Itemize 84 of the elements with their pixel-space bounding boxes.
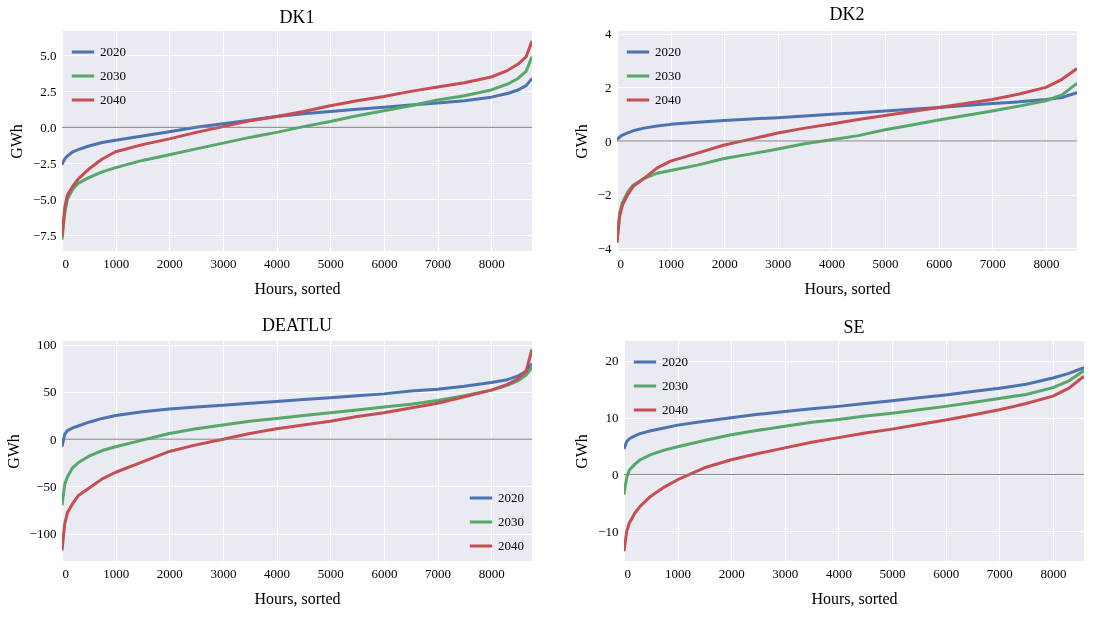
x-tick-label: 6000 [371,565,398,581]
x-tick-label: 7000 [425,565,452,581]
legend-label: 2020 [662,354,688,369]
y-tick-label: 2.5 [40,83,57,99]
x-tick-label: 8000 [478,255,505,271]
y-tick-label: −4 [597,240,612,256]
x-tick-label: 6000 [933,565,960,581]
y-tick-label: 4 [605,26,612,42]
x-tick-label: 7000 [425,255,452,271]
chart-title: DK1 [279,7,315,27]
chart-title: DK2 [829,3,865,24]
y-tick-label: 0 [612,467,619,483]
x-tick-label: 6000 [371,255,398,271]
legend-label: 2030 [655,68,681,83]
line-series [62,348,532,553]
y-tick-label: 100 [37,337,57,353]
y-tick-label: 10 [605,410,619,426]
x-tick-label: 6000 [926,255,953,271]
line-series [624,366,1084,451]
y-tick-label: −2 [597,187,612,203]
chart-title: SE [843,317,865,337]
y-tick-label: −2.5 [32,155,57,171]
x-tick-label: 5000 [317,565,344,581]
x-tick-label: 4000 [818,255,845,271]
x-tick-label: 5000 [317,255,344,271]
y-axis-title: GWh [573,434,591,469]
x-tick-label: 2000 [156,255,183,271]
x-tick-label: 0 [624,565,631,581]
legend-label: 2020 [655,44,681,59]
line-series [624,369,1084,496]
y-tick-label: 0 [605,133,612,149]
x-tick-label: 4000 [264,255,291,271]
x-tick-label: 1000 [103,565,130,581]
x-tick-label: 3000 [765,255,792,271]
x-tick-label: 0 [62,565,69,581]
y-tick-label: −50 [36,478,57,494]
x-tick-label: 8000 [1040,565,1067,581]
x-tick-label: 4000 [264,565,291,581]
y-tick-label: −7.5 [32,227,57,243]
x-axis-title: Hours, sorted [811,589,898,607]
y-tick-label: 0 [50,431,57,447]
x-tick-label: 2000 [156,565,183,581]
x-tick-label: 1000 [665,565,692,581]
y-tick-label: −5.0 [32,191,57,207]
x-tick-label: 8000 [478,565,505,581]
x-axis-title: Hours, sorted [254,279,341,297]
x-tick-label: 7000 [986,565,1013,581]
x-tick-label: 1000 [658,255,685,271]
x-tick-label: 0 [62,255,69,271]
legend-label: 2020 [498,490,524,505]
x-tick-label: 7000 [979,255,1006,271]
y-tick-label: 5.0 [40,47,57,63]
y-tick-label: 20 [605,353,619,369]
x-tick-label: 5000 [879,565,906,581]
legend-label: 2030 [498,514,524,529]
x-axis-title: Hours, sorted [804,279,891,297]
x-tick-label: 4000 [825,565,852,581]
legend-label: 2030 [662,378,688,393]
y-axis-title: GWh [4,434,22,469]
line-series [624,374,1084,553]
x-tick-label: 3000 [210,255,237,271]
x-tick-label: 3000 [210,565,237,581]
x-tick-label: 5000 [872,255,899,271]
legend-label: 2040 [655,92,681,107]
y-tick-label: −100 [29,526,57,542]
x-tick-label: 2000 [711,255,738,271]
legend-label: 2020 [100,44,126,59]
x-tick-label: 3000 [772,565,799,581]
y-tick-label: −10 [598,523,619,539]
y-tick-label: 50 [43,384,57,400]
y-tick-label: 0.0 [40,119,57,135]
legend-label: 2040 [662,402,688,417]
legend-label: 2040 [498,538,524,553]
x-tick-label: 2000 [718,565,745,581]
legend-label: 2030 [100,68,126,83]
y-axis-title: GWh [7,124,25,159]
chart-title: DEATLU [262,314,332,335]
line-series [62,362,532,449]
y-tick-label: 2 [605,79,612,95]
x-tick-label: 1000 [103,255,130,271]
x-tick-label: 8000 [1033,255,1060,271]
y-axis-title: GWh [572,124,590,159]
x-axis-title: Hours, sorted [254,589,341,607]
legend-label: 2040 [100,92,126,107]
